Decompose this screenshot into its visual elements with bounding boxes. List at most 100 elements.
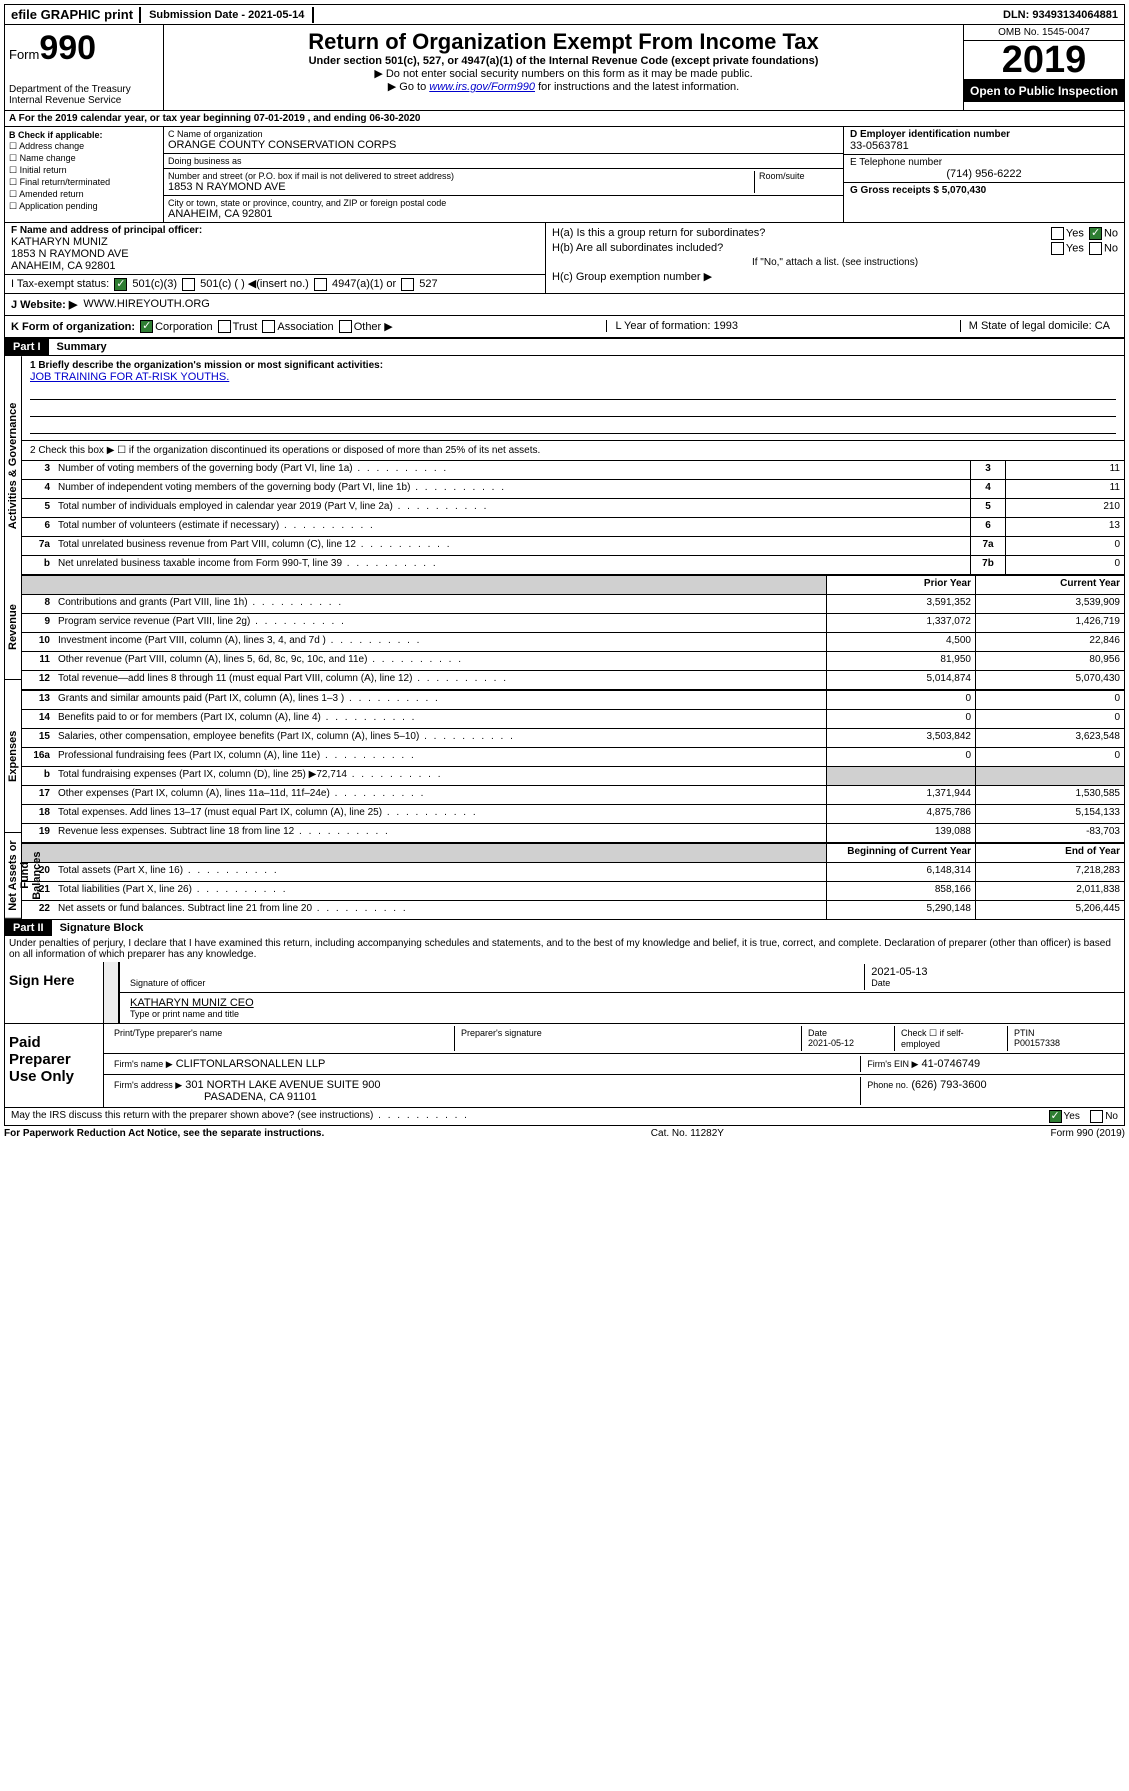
- city-label: City or town, state or province, country…: [168, 198, 839, 208]
- data-line: 10Investment income (Part VIII, column (…: [22, 633, 1124, 652]
- gov-line: 7aTotal unrelated business revenue from …: [22, 537, 1124, 556]
- firm-addr2: PASADENA, CA 91101: [204, 1091, 317, 1103]
- prep-date: 2021-05-12: [808, 1038, 854, 1048]
- ptin: P00157338: [1014, 1038, 1060, 1048]
- check-pending[interactable]: ☐ Application pending: [9, 201, 159, 212]
- data-line: 13Grants and similar amounts paid (Part …: [22, 691, 1124, 710]
- irs-link[interactable]: www.irs.gov/Form990: [429, 81, 535, 93]
- ha-no[interactable]: [1089, 227, 1102, 240]
- addr-label: Number and street (or P.O. box if mail i…: [168, 171, 754, 181]
- ein-value: 33-0563781: [850, 140, 1118, 152]
- check-name[interactable]: ☐ Name change: [9, 153, 159, 164]
- sign-arrow-icon: [104, 962, 120, 1023]
- hc-label: H(c) Group exemption number ▶: [552, 270, 712, 283]
- org-name: ORANGE COUNTY CONSERVATION CORPS: [168, 139, 839, 151]
- check-b-label: B Check if applicable:: [9, 130, 159, 140]
- current-year-header: Current Year: [975, 576, 1124, 594]
- firm-name: CLIFTONLARSONALLEN LLP: [176, 1058, 326, 1070]
- data-line: 14Benefits paid to or for members (Part …: [22, 710, 1124, 729]
- hb-no[interactable]: [1089, 242, 1102, 255]
- mission-label: 1 Briefly describe the organization's mi…: [30, 360, 1116, 371]
- check-final[interactable]: ☐ Final return/terminated: [9, 177, 159, 188]
- rev-blank: [22, 576, 54, 594]
- check-501c3[interactable]: [114, 278, 127, 291]
- sig-date-label: Date: [871, 978, 1114, 988]
- summary-content: 1 Briefly describe the organization's mi…: [22, 356, 1124, 919]
- data-line: 19Revenue less expenses. Subtract line 1…: [22, 824, 1124, 842]
- self-employed-check[interactable]: Check ☐ if self-employed: [895, 1026, 1008, 1051]
- check-assoc[interactable]: [262, 320, 275, 333]
- footer-right: Form 990 (2019): [1051, 1128, 1125, 1139]
- signature-section: Sign Here Signature of officer 2021-05-1…: [4, 962, 1125, 1108]
- side-netassets: Net Assets or Fund Balances: [5, 833, 22, 919]
- gov-line: 6Total number of volunteers (estimate if…: [22, 518, 1124, 537]
- website-row: J Website: ▶ WWW.HIREYOUTH.ORG: [4, 294, 1125, 316]
- row-fh: F Name and address of principal officer:…: [4, 223, 1125, 294]
- check-501c[interactable]: [182, 278, 195, 291]
- part2-badge: Part II: [5, 920, 52, 936]
- side-expenses: Expenses: [5, 680, 22, 833]
- check-trust[interactable]: [218, 320, 231, 333]
- check-address[interactable]: ☐ Address change: [9, 141, 159, 152]
- discuss-yes[interactable]: [1049, 1110, 1062, 1123]
- header-left: Form990 Department of the Treasury Inter…: [5, 25, 164, 110]
- footer-mid: Cat. No. 11282Y: [651, 1128, 724, 1139]
- check-4947[interactable]: [314, 278, 327, 291]
- hb-yes[interactable]: [1051, 242, 1064, 255]
- officer-name: KATHARYN MUNIZ: [11, 236, 539, 248]
- room-label: Room/suite: [759, 171, 839, 181]
- check-corp[interactable]: [140, 320, 153, 333]
- name-title-label: Type or print name and title: [130, 1009, 1114, 1019]
- gross-receipts: G Gross receipts $ 5,070,430: [850, 185, 1118, 196]
- discuss-row: May the IRS discuss this return with the…: [4, 1108, 1125, 1126]
- prior-year-header: Prior Year: [826, 576, 975, 594]
- data-line: 21Total liabilities (Part X, line 26)858…: [22, 882, 1124, 901]
- data-line: 11Other revenue (Part VIII, column (A), …: [22, 652, 1124, 671]
- top-bar: efile GRAPHIC print Submission Date - 20…: [4, 4, 1125, 25]
- form-title: Return of Organization Exempt From Incom…: [168, 29, 959, 55]
- k-label: K Form of organization:: [11, 321, 135, 333]
- form-label: Form: [9, 47, 39, 62]
- check-amended[interactable]: ☐ Amended return: [9, 189, 159, 200]
- sig-officer-label: Signature of officer: [130, 978, 858, 988]
- footer: For Paperwork Reduction Act Notice, see …: [4, 1126, 1125, 1141]
- data-line: bTotal fundraising expenses (Part IX, co…: [22, 767, 1124, 786]
- header-mid: Return of Organization Exempt From Incom…: [164, 25, 963, 110]
- i-label: I Tax-exempt status:: [11, 278, 109, 290]
- efile-label[interactable]: efile GRAPHIC print: [5, 5, 139, 24]
- check-527[interactable]: [401, 278, 414, 291]
- dba-label: Doing business as: [168, 156, 839, 166]
- gov-line: 3Number of voting members of the governi…: [22, 461, 1124, 480]
- ein-label: D Employer identification number: [850, 129, 1118, 140]
- end-year-header: End of Year: [975, 844, 1124, 862]
- check-initial[interactable]: ☐ Initial return: [9, 165, 159, 176]
- tel-label: E Telephone number: [850, 157, 1118, 168]
- tel-value: (714) 956-6222: [850, 168, 1118, 180]
- ha-yes[interactable]: [1051, 227, 1064, 240]
- data-line: 18Total expenses. Add lines 13–17 (must …: [22, 805, 1124, 824]
- hb-label: H(b) Are all subordinates included?: [552, 242, 723, 255]
- sig-date: 2021-05-13: [871, 966, 1114, 978]
- part2-header: Part II Signature Block: [4, 920, 1125, 936]
- form-number: 990: [39, 29, 96, 67]
- officer-printed-name: KATHARYN MUNIZ CEO: [130, 997, 1114, 1009]
- form-note1: ▶ Do not enter social security numbers o…: [168, 67, 959, 80]
- prep-sig-label: Preparer's signature: [455, 1026, 802, 1051]
- part1-title: Summary: [49, 339, 115, 355]
- check-other[interactable]: [339, 320, 352, 333]
- data-line: 17Other expenses (Part IX, column (A), l…: [22, 786, 1124, 805]
- org-name-label: C Name of organization: [168, 129, 839, 139]
- part1-badge: Part I: [5, 339, 49, 355]
- part1-header: Part I Summary: [4, 338, 1125, 355]
- inspection-label: Open to Public Inspection: [964, 80, 1124, 102]
- discuss-no[interactable]: [1090, 1110, 1103, 1123]
- gov-line: 5Total number of individuals employed in…: [22, 499, 1124, 518]
- tax-exempt-row: I Tax-exempt status: 501(c)(3) 501(c) ( …: [5, 275, 545, 293]
- org-address: 1853 N RAYMOND AVE: [168, 181, 754, 193]
- section-bcd: B Check if applicable: ☐ Address change …: [4, 127, 1125, 223]
- hb-note: If "No," attach a list. (see instruction…: [552, 257, 1118, 268]
- dln: DLN: 93493134064881: [997, 7, 1124, 23]
- perjury-text: Under penalties of perjury, I declare th…: [4, 936, 1125, 962]
- data-line: 16aProfessional fundraising fees (Part I…: [22, 748, 1124, 767]
- begin-year-header: Beginning of Current Year: [826, 844, 975, 862]
